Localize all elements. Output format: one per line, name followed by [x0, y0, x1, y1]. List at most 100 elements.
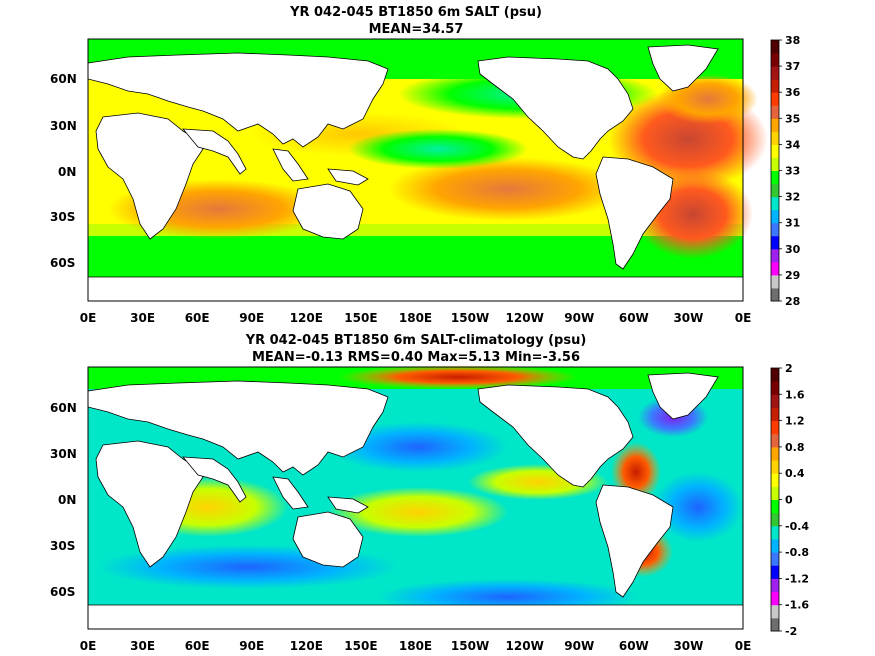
colorbar-label: 37 [785, 60, 800, 73]
top-y-ticks: 60N 30N 0N 30S 60S [50, 72, 77, 270]
colorbar-swatch [771, 486, 779, 500]
colorbar-swatch [771, 538, 779, 553]
colorbar-swatch [771, 144, 779, 158]
y-tick-label: 60N [50, 72, 77, 86]
colorbar-swatch [771, 196, 779, 211]
bottom-panel: YR 042-045 BT1850 6m SALT-climatology (p… [50, 333, 809, 653]
bottom-map [87, 365, 744, 630]
x-tick-label: 150E [344, 311, 377, 325]
x-tick-label: 90W [564, 639, 594, 653]
x-tick-label: 30W [673, 639, 703, 653]
colorbar-swatch [771, 394, 779, 408]
y-tick-label: 60N [50, 401, 77, 415]
colorbar-swatch [771, 274, 779, 289]
colorbar-label: 1.6 [785, 388, 805, 401]
top-panel: YR 042-045 BT1850 6m SALT (psu) MEAN=34.… [50, 5, 801, 325]
x-tick-label: 60E [185, 639, 210, 653]
colorbar-swatch [771, 446, 779, 461]
colorbar-label: 0 [785, 494, 793, 507]
top-chart-subtitle: MEAN=34.57 [369, 22, 464, 37]
y-tick-label: 60S [50, 585, 75, 599]
colorbar-swatch [771, 92, 779, 106]
colorbar-label: 2 [785, 362, 793, 375]
y-tick-label: 30N [50, 447, 77, 461]
colorbar-label: 29 [785, 269, 800, 282]
top-map [87, 38, 768, 302]
colorbar-label: -1.6 [785, 599, 809, 612]
colorbar-label: -0.4 [785, 520, 809, 533]
colorbar-swatch [771, 209, 779, 224]
colorbar-label: 33 [785, 165, 800, 178]
y-tick-label: 0N [58, 493, 76, 507]
colorbar-swatch [771, 617, 779, 632]
colorbar-swatch [771, 170, 779, 185]
colorbar-swatch [771, 460, 779, 474]
colorbar-swatch [771, 105, 779, 119]
y-tick-label: 0N [58, 165, 76, 179]
x-tick-label: 0E [80, 311, 97, 325]
x-tick-label: 90W [564, 311, 594, 325]
x-tick-label: 180E [399, 311, 432, 325]
colorbar-swatch [771, 499, 779, 514]
colorbar-swatch [771, 368, 779, 382]
bottom-chart-title: YR 042-045 BT1850 6m SALT-climatology (p… [245, 333, 587, 348]
x-tick-label: 30E [130, 639, 155, 653]
colorbar-swatch [771, 420, 779, 435]
colorbar-label: 34 [785, 138, 801, 151]
colorbar-label: 36 [785, 86, 801, 99]
colorbar-swatch [771, 79, 779, 93]
x-tick-label: 60W [619, 639, 649, 653]
colorbar-label: 38 [785, 34, 800, 47]
colorbar-swatch [771, 565, 779, 579]
colorbar-swatch [771, 433, 779, 448]
colorbar-swatch [771, 248, 779, 263]
colorbar-label: 31 [785, 217, 800, 230]
colorbar-label: -0.8 [785, 546, 809, 559]
colorbar-swatch [771, 604, 779, 619]
y-tick-label: 30S [50, 539, 75, 553]
x-tick-label: 150W [451, 311, 489, 325]
x-tick-label: 120W [506, 639, 544, 653]
x-tick-label: 0E [80, 639, 97, 653]
colorbar-label: 30 [785, 243, 801, 256]
x-tick-label: 120W [506, 311, 544, 325]
x-tick-label: 30E [130, 311, 155, 325]
colorbar-label: 1.2 [785, 415, 805, 428]
x-tick-label: 150E [344, 639, 377, 653]
top-colorbar: 28 29 30 31 32 33 34 35 36 37 38 [770, 34, 801, 308]
colorbar-swatch [771, 578, 779, 593]
colorbar-label: -1.2 [785, 572, 809, 585]
y-tick-label: 30N [50, 119, 77, 133]
bottom-colorbar: -2 -1.6 -1.2 -0.8 -0.4 0 0.4 0.8 1.2 1.6 2 [770, 362, 809, 638]
x-tick-label: 60E [185, 311, 210, 325]
colorbar-label: 28 [785, 295, 800, 308]
top-chart-title: YR 042-045 BT1850 6m SALT (psu) [289, 5, 542, 20]
colorbar-swatch [771, 222, 779, 237]
colorbar-swatch [771, 53, 779, 67]
colorbar-swatch [771, 118, 779, 132]
colorbar-swatch [771, 183, 779, 198]
x-tick-label: 120E [290, 311, 323, 325]
colorbar-swatch [771, 235, 779, 250]
colorbar-swatch [771, 261, 779, 276]
colorbar-swatch [771, 512, 779, 527]
x-tick-label: 150W [451, 639, 489, 653]
colorbar-swatch [771, 552, 779, 566]
x-tick-label: 180E [399, 639, 432, 653]
colorbar-swatch [771, 157, 779, 171]
colorbar-label: -2 [785, 625, 797, 638]
colorbar-swatch [771, 525, 779, 540]
colorbar-label: 32 [785, 191, 800, 204]
y-tick-label: 60S [50, 256, 75, 270]
colorbar-label: 0.8 [785, 441, 805, 454]
colorbar-swatch [771, 287, 779, 302]
bottom-y-ticks: 60N 30N 0N 30S 60S [50, 401, 77, 599]
colorbar-swatch [771, 66, 779, 80]
top-x-ticks: 0E 30E 60E 90E 120E 150E 180E 150W 120W 90W 60W 30W… [80, 311, 752, 325]
x-tick-label: 120E [290, 639, 323, 653]
x-tick-label: 0E [735, 311, 752, 325]
x-tick-label: 90E [239, 639, 264, 653]
y-tick-label: 30S [50, 210, 75, 224]
x-tick-label: 90E [239, 311, 264, 325]
